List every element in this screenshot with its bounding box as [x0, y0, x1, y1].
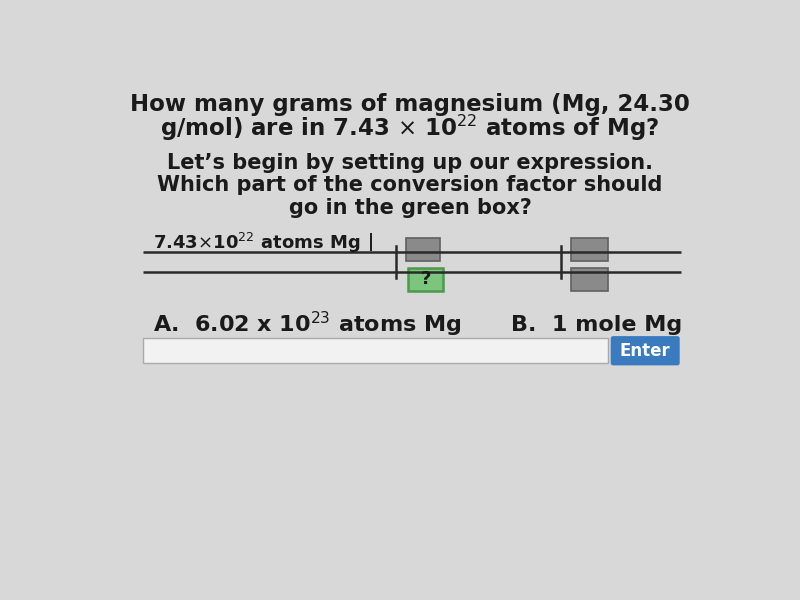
Bar — [409, 268, 442, 290]
Text: Let’s begin by setting up our expression.: Let’s begin by setting up our expression… — [167, 153, 653, 173]
Text: A.  6.02 x 10$^{23}$ atoms Mg: A. 6.02 x 10$^{23}$ atoms Mg — [153, 310, 461, 339]
Text: How many grams of magnesium (Mg, 24.30: How many grams of magnesium (Mg, 24.30 — [130, 93, 690, 116]
Bar — [142, 338, 608, 363]
Text: ?: ? — [420, 270, 430, 288]
FancyBboxPatch shape — [610, 336, 680, 365]
Text: go in the green box?: go in the green box? — [289, 197, 531, 218]
Bar — [406, 238, 440, 262]
Text: Which part of the conversion factor should: Which part of the conversion factor shou… — [158, 175, 662, 195]
Text: Enter: Enter — [620, 342, 670, 360]
Bar — [571, 268, 609, 290]
Text: B.  1 mole Mg: B. 1 mole Mg — [510, 314, 682, 335]
Text: g/mol) are in 7.43 $\times$ 10$^{22}$ atoms of Mg?: g/mol) are in 7.43 $\times$ 10$^{22}$ at… — [160, 113, 660, 143]
Bar — [571, 238, 609, 262]
Text: 7.43$\times$10$^{22}$ atoms Mg: 7.43$\times$10$^{22}$ atoms Mg — [153, 231, 360, 255]
